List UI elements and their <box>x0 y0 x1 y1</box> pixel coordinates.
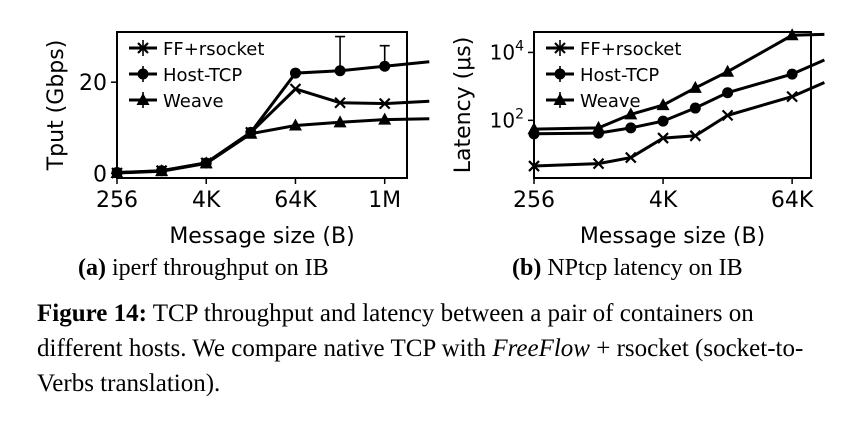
data-point <box>689 130 702 142</box>
y-axis-label: Latency (μs) <box>451 37 476 174</box>
legend-label: Host-TCP <box>163 65 242 86</box>
data-point <box>379 60 391 72</box>
data-point <box>721 64 735 77</box>
x-tick-label: 256 <box>96 188 138 213</box>
series-weave <box>527 28 825 135</box>
series-line <box>533 81 826 168</box>
data-point <box>592 120 606 133</box>
data-point <box>786 68 798 80</box>
data-point <box>110 165 124 178</box>
data-point <box>199 156 213 169</box>
data-point <box>155 164 169 177</box>
data-point <box>378 112 392 125</box>
legend-circle-marker <box>554 68 566 80</box>
x-tick-label: 4K <box>649 188 678 213</box>
chart-a: 256 4K 64K 1M 0 20 Message size (B) Tput (Gbps)… <box>44 31 430 249</box>
x-tick-label: 4K <box>192 188 221 213</box>
y-tick-label: 20 <box>79 71 107 96</box>
legend-label: FF+rsocket <box>580 39 681 60</box>
legend-label: Host-TCP <box>580 65 659 86</box>
x-axis-label: Message size (B) <box>580 224 765 249</box>
plot-frame <box>116 31 408 179</box>
data-point <box>722 87 734 99</box>
data-point <box>721 109 734 122</box>
y-tick-label: 0 <box>93 162 107 187</box>
data-point <box>786 90 798 103</box>
legend: FF+rsocket Host-TCP Weave <box>129 39 264 112</box>
x-tick-label: 1M <box>368 188 401 213</box>
y-tick-label: 104 <box>490 38 524 64</box>
data-point <box>333 115 347 128</box>
legend-label: FF+rsocket <box>163 39 264 60</box>
series-weave <box>110 112 430 178</box>
series-line <box>533 32 825 131</box>
data-point <box>334 65 346 77</box>
data-point <box>289 67 301 79</box>
x-axis-label: Message size (B) <box>169 224 354 249</box>
x-tick-label: 64K <box>274 188 317 213</box>
legend: FF+rsocket Host-TCP Weave <box>546 39 681 112</box>
x-tick-label: 256 <box>513 188 555 213</box>
legend-x-marker <box>137 42 149 54</box>
legend-label: Weave <box>580 91 641 112</box>
data-point <box>688 80 702 93</box>
data-point <box>334 96 346 109</box>
legend-triangle-marker <box>553 93 567 105</box>
legend-triangle-marker <box>136 93 150 105</box>
series-ff-rsocket <box>528 81 826 172</box>
series-line <box>116 117 430 175</box>
subcaption-a: (a) iperf throughput on IB <box>78 255 329 281</box>
legend-circle-marker <box>137 68 149 80</box>
data-point <box>244 126 258 139</box>
legend-x-marker <box>554 42 566 54</box>
data-point <box>624 107 638 120</box>
plot-frame <box>533 31 812 179</box>
data-point <box>527 122 541 135</box>
legend-label: Weave <box>163 91 224 112</box>
y-tick-label: 102 <box>490 106 524 132</box>
chart-b: 256 4K 64K 102 104 Message size (B) Latency (μ… <box>451 28 826 249</box>
x-tick-label: 64K <box>771 188 814 213</box>
y-axis-label: Tput (Gbps) <box>44 40 69 172</box>
data-point <box>288 118 302 131</box>
data-point <box>625 122 637 134</box>
data-point <box>785 28 799 41</box>
data-point <box>657 115 669 127</box>
data-point <box>378 97 391 110</box>
data-point <box>689 102 701 114</box>
data-point <box>289 83 302 95</box>
data-point <box>656 98 670 111</box>
subcaption-b: (b) NPtcp latency on IB <box>512 255 743 281</box>
figure-caption: Figure 14: TCP throughput and latency be… <box>37 300 804 397</box>
data-point <box>657 132 669 144</box>
data-point <box>592 157 605 170</box>
data-point <box>528 160 540 172</box>
data-point <box>625 151 637 164</box>
